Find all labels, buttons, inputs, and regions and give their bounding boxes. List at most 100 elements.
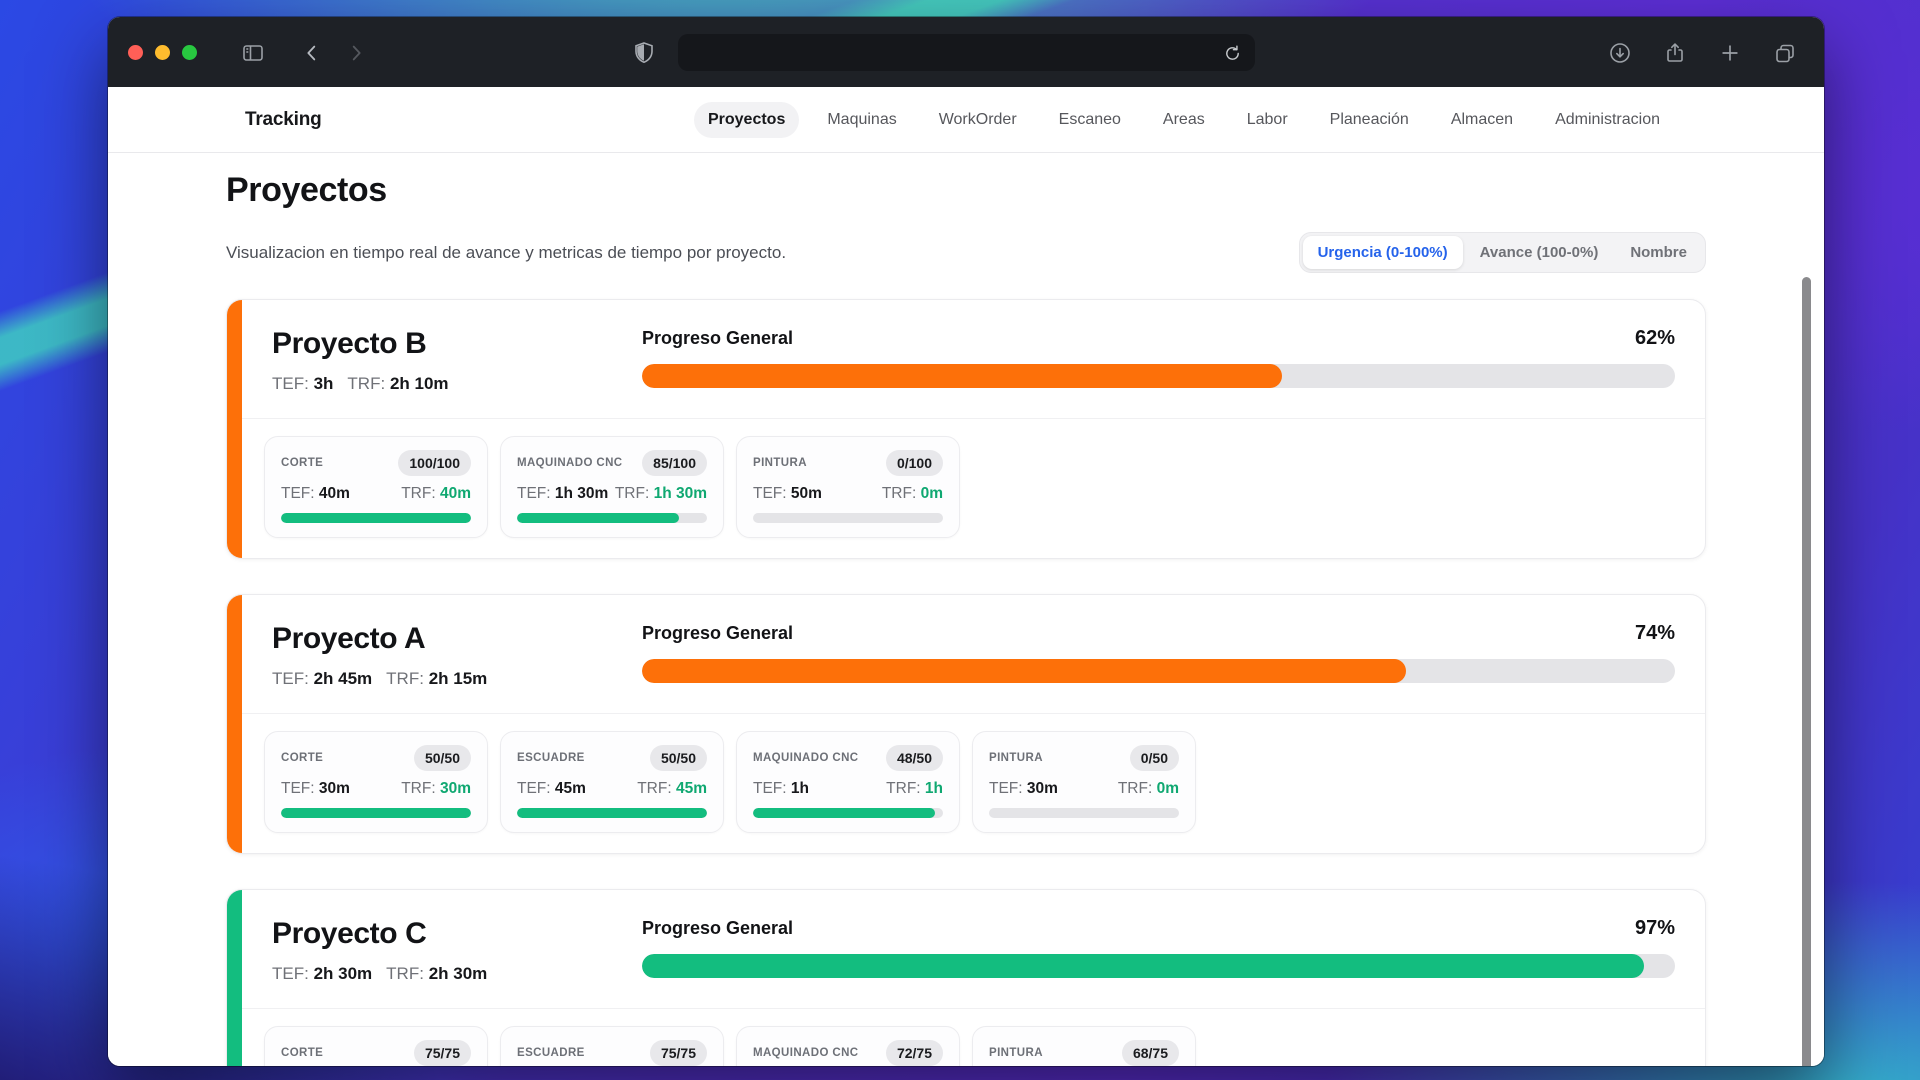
project-title: Proyecto A [272,622,642,656]
stage-count-badge: 68/75 [1122,1040,1179,1066]
stage-name: CORTE [281,457,323,469]
stage-time-meta: TEF: 30m TRF: 30m [281,780,471,798]
project-title: Proyecto B [272,327,642,361]
stage-progress-fill [517,808,707,818]
stage-time-meta: TEF: 40m TRF: 40m [281,485,471,503]
nav-item-escaneo[interactable]: Escaneo [1045,102,1135,138]
page-title: Proyectos [226,171,1706,210]
stage-card: MAQUINADO CNC 72/75 TEF: 50m TRF: 50m [736,1026,960,1066]
stage-name: PINTURA [989,1047,1043,1059]
stage-name: CORTE [281,752,323,764]
stage-count-badge: 0/100 [886,450,943,476]
project-time-meta: TEF: 2h 30mTRF: 2h 30m [272,964,642,984]
progress-track [642,954,1675,978]
download-icon[interactable] [1608,41,1632,65]
forward-icon[interactable] [344,41,368,65]
stage-time-meta: TEF: 50m TRF: 0m [753,485,943,503]
stage-count-badge: 75/75 [650,1040,707,1066]
project-time-meta: TEF: 3hTRF: 2h 10m [272,374,642,394]
stage-progress-track [753,808,943,818]
nav-item-administracion[interactable]: Administracion [1541,102,1674,138]
sort-option-avance[interactable]: Avance (100-0%) [1465,236,1614,269]
nav-item-planeacion[interactable]: Planeación [1316,102,1423,138]
progress-track [642,659,1675,683]
zoom-button[interactable] [182,45,197,60]
progress-label: Progreso General [642,328,793,349]
stage-time-meta: TEF: 1h TRF: 1h [753,780,943,798]
stage-time-meta: TEF: 30m TRF: 0m [989,780,1179,798]
project-accent-bar [227,300,242,558]
page-content: Proyectos Visualizacion en tiempo real d… [108,153,1824,1066]
stage-card: ESCUADRE 75/75 TEF: 35m TRF: 35m [500,1026,724,1066]
stage-card: PINTURA 68/75 TEF: 40m TRF: 40m [972,1026,1196,1066]
progress-percent: 97% [1635,917,1675,940]
stage-card: MAQUINADO CNC 85/100 TEF: 1h 30m TRF: 1h… [500,436,724,538]
close-button[interactable] [128,45,143,60]
project-card: Proyecto B TEF: 3hTRF: 2h 10m Progreso G… [226,299,1706,559]
stage-count-badge: 50/50 [650,745,707,771]
sidebar-toggle-icon[interactable] [241,41,265,65]
project-time-meta: TEF: 2h 45mTRF: 2h 15m [272,669,642,689]
stage-card: PINTURA 0/100 TEF: 50m TRF: 0m [736,436,960,538]
app-navbar: Tracking Proyectos Maquinas WorkOrder Es… [108,87,1824,153]
stage-progress-track [753,513,943,523]
nav-item-almacen[interactable]: Almacen [1437,102,1527,138]
sort-option-nombre[interactable]: Nombre [1615,236,1702,269]
sort-option-urgencia[interactable]: Urgencia (0-100%) [1303,236,1463,269]
minimize-button[interactable] [155,45,170,60]
window-controls [128,45,197,60]
app-brand: Tracking [245,109,322,131]
stage-name: MAQUINADO CNC [753,1047,859,1059]
stage-card: ESCUADRE 50/50 TEF: 45m TRF: 45m [500,731,724,833]
project-accent-bar [227,595,242,853]
stage-row: CORTE 75/75 TEF: 25m TRF: 25m ESCUADRE 7… [227,1009,1705,1066]
project-title: Proyecto C [272,917,642,951]
stage-card: CORTE 75/75 TEF: 25m TRF: 25m [264,1026,488,1066]
stage-card: CORTE 50/50 TEF: 30m TRF: 30m [264,731,488,833]
main-nav: Proyectos Maquinas WorkOrder Escaneo Are… [694,102,1674,138]
browser-titlebar [108,17,1824,87]
stage-count-badge: 100/100 [398,450,471,476]
reload-icon[interactable] [1220,41,1244,65]
stage-name: PINTURA [989,752,1043,764]
stage-progress-track [281,513,471,523]
back-icon[interactable] [300,41,324,65]
stage-count-badge: 72/75 [886,1040,943,1066]
stage-time-meta: TEF: 45m TRF: 45m [517,780,707,798]
new-tab-plus-icon[interactable] [1718,41,1742,65]
nav-item-proyectos[interactable]: Proyectos [694,102,799,138]
stage-name: PINTURA [753,457,807,469]
stage-progress-track [517,808,707,818]
progress-fill [642,659,1406,683]
stage-progress-track [281,808,471,818]
stage-progress-fill [753,808,935,818]
progress-fill [642,364,1282,388]
stage-card: MAQUINADO CNC 48/50 TEF: 1h TRF: 1h [736,731,960,833]
address-bar[interactable] [678,34,1255,71]
progress-label: Progreso General [642,918,793,939]
progress-label: Progreso General [642,623,793,644]
shield-icon[interactable] [632,41,656,65]
stage-card: PINTURA 0/50 TEF: 30m TRF: 0m [972,731,1196,833]
page-subtitle: Visualizacion en tiempo real de avance y… [226,243,786,263]
stage-name: CORTE [281,1047,323,1059]
stage-progress-fill [281,513,471,523]
stage-count-badge: 0/50 [1130,745,1179,771]
share-icon[interactable] [1663,41,1687,65]
tab-overview-icon[interactable] [1773,41,1797,65]
stage-row: CORTE 100/100 TEF: 40m TRF: 40m MAQUINAD… [227,419,1705,558]
stage-count-badge: 48/50 [886,745,943,771]
progress-percent: 74% [1635,622,1675,645]
page-scrollbar-thumb[interactable] [1802,277,1811,1066]
progress-track [642,364,1675,388]
nav-item-areas[interactable]: Areas [1149,102,1219,138]
project-card: Proyecto C TEF: 2h 30mTRF: 2h 30m Progre… [226,889,1706,1066]
nav-item-labor[interactable]: Labor [1233,102,1302,138]
stage-count-badge: 75/75 [414,1040,471,1066]
stage-card: CORTE 100/100 TEF: 40m TRF: 40m [264,436,488,538]
stage-name: MAQUINADO CNC [753,752,859,764]
stage-count-badge: 50/50 [414,745,471,771]
nav-item-workorder[interactable]: WorkOrder [925,102,1031,138]
project-list: Proyecto B TEF: 3hTRF: 2h 10m Progreso G… [226,299,1706,1066]
nav-item-maquinas[interactable]: Maquinas [813,102,910,138]
